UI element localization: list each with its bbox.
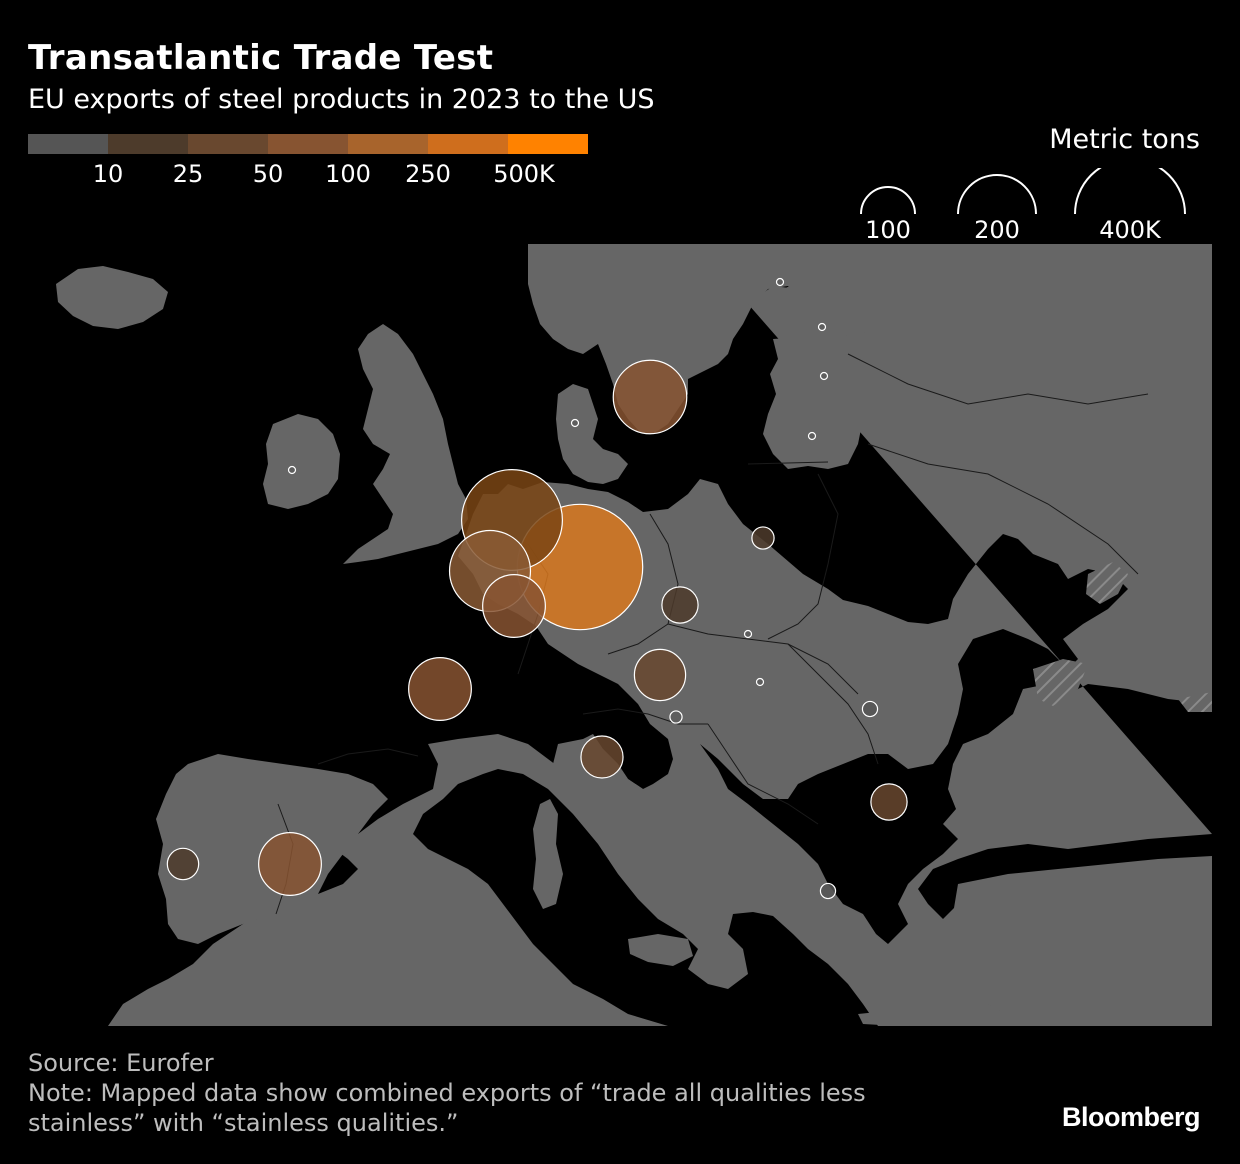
bubble-bulgaria <box>870 783 908 821</box>
disputed-area-donbas <box>1086 562 1128 604</box>
bubble-austria <box>633 648 687 702</box>
chart-subtitle: EU exports of steel products in 2023 to … <box>28 84 655 115</box>
size-legend-arcs <box>860 168 1186 215</box>
color-scale-labels: 10 25 50 100 250 500K <box>0 160 620 196</box>
size-legend-label: 100 <box>865 216 911 244</box>
color-scale-label: 500K <box>493 160 555 188</box>
bubble-luxembourg <box>482 574 546 638</box>
chart-title: Transatlantic Trade Test <box>28 38 494 78</box>
disputed-area-abkhazia <box>1178 692 1212 712</box>
disputed-area-crimea <box>1033 659 1088 706</box>
footer: Source: Eurofer Note: Mapped data show c… <box>28 1048 866 1138</box>
color-scale-swatch <box>348 134 428 154</box>
iceland-land <box>56 266 168 329</box>
bubble-portugal <box>166 847 200 881</box>
bubble-romania <box>861 700 879 718</box>
europe-map <box>28 244 1212 1026</box>
bubble-poland <box>751 526 775 550</box>
size-legend: 100 200 400K <box>850 168 1200 248</box>
size-legend-label: 400K <box>1099 216 1161 244</box>
data-note-line-2: stainless” with “stainless qualities.” <box>28 1109 459 1137</box>
color-scale-label: 10 <box>92 160 124 188</box>
color-scale-swatch <box>428 134 508 154</box>
bubble-hungary <box>755 677 765 687</box>
border <box>847 353 1149 405</box>
border <box>867 443 1139 575</box>
source-note: Source: Eurofer <box>28 1049 214 1077</box>
bloomberg-logo: Bloomberg <box>1061 1102 1201 1132</box>
border <box>667 623 859 695</box>
size-legend-title: Metric tons <box>1049 124 1200 155</box>
turkey-land <box>953 856 1212 1026</box>
size-legend-arc-medium <box>957 174 1037 215</box>
color-scale-swatch <box>28 134 108 154</box>
bubble-spain <box>258 832 322 896</box>
italy-land <box>553 739 738 934</box>
size-legend-arc-small <box>860 186 916 215</box>
export-bubbles <box>166 277 908 900</box>
bubble-estonia <box>817 322 827 332</box>
bubble-slovenia <box>669 710 683 724</box>
baltics-land <box>763 336 868 469</box>
color-scale-swatch <box>508 134 588 154</box>
border <box>767 473 839 640</box>
bubble-denmark <box>570 418 580 428</box>
country-borders <box>275 353 1149 915</box>
bubble-finland <box>775 277 785 287</box>
size-legend-label: 200 <box>974 216 1020 244</box>
bubble-france <box>408 657 472 721</box>
color-scale-swatch <box>188 134 268 154</box>
color-scale-label: 100 <box>325 160 371 188</box>
color-scale-swatch <box>108 134 188 154</box>
denmark-land <box>556 384 628 484</box>
crete-land <box>858 1009 948 1026</box>
border <box>747 461 829 465</box>
color-scale-label: 50 <box>252 160 284 188</box>
bubble-sweden <box>612 359 688 435</box>
bubble-latvia <box>819 371 829 381</box>
eastern-europe-land <box>108 244 1212 1026</box>
color-scale-legend <box>28 134 588 154</box>
border <box>582 708 708 725</box>
border <box>317 748 419 765</box>
bubble-italy <box>580 735 624 779</box>
bubble-slovakia <box>743 629 753 639</box>
great-britain-land <box>343 324 468 564</box>
size-legend-arc-large <box>1074 168 1186 215</box>
finland-land <box>748 284 898 336</box>
bubble-lithuania <box>807 431 817 441</box>
color-scale-label: 250 <box>405 160 451 188</box>
bubble-greece <box>819 882 837 900</box>
bubble-czechia <box>661 586 699 624</box>
border <box>787 643 879 765</box>
data-note-line-1: Note: Mapped data show combined exports … <box>28 1079 866 1107</box>
sicily-land <box>628 934 693 966</box>
color-scale-label: 25 <box>172 160 204 188</box>
bubble-ireland <box>287 465 297 475</box>
ireland-land <box>263 414 340 509</box>
color-scale-swatch <box>268 134 348 154</box>
sardinia-corsica-land <box>533 799 563 909</box>
border <box>707 723 819 825</box>
